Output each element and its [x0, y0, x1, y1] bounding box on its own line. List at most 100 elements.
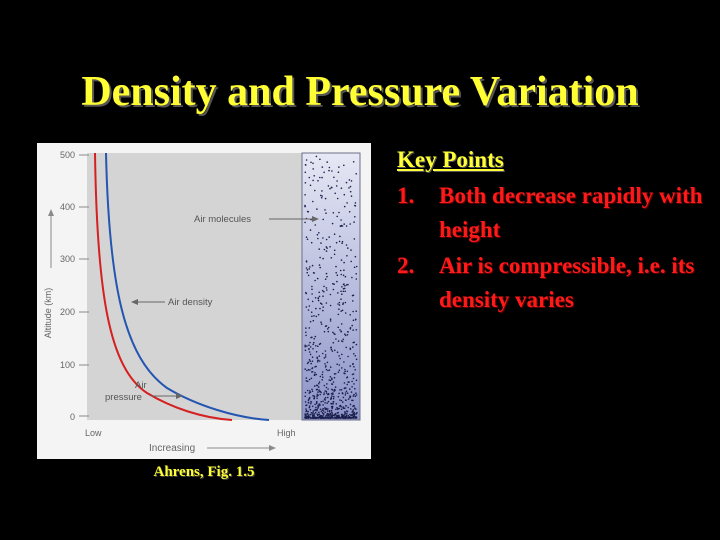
- molecule-dot: [334, 349, 336, 352]
- molecule-dot: [308, 305, 311, 307]
- molecule-dot: [341, 242, 343, 245]
- molecule-dot: [343, 414, 346, 416]
- molecule-dot: [344, 392, 347, 394]
- molecule-dot: [335, 417, 337, 419]
- molecule-dot: [342, 274, 345, 277]
- molecule-dot: [311, 388, 313, 391]
- molecule-dot: [330, 398, 332, 400]
- molecule-dot: [313, 175, 316, 177]
- molecule-dot: [309, 390, 311, 392]
- molecule-dot: [350, 195, 353, 197]
- y-tick-0: 0: [70, 412, 75, 422]
- molecule-dot: [304, 164, 307, 166]
- molecule-dot: [338, 166, 340, 168]
- molecule-dot: [349, 314, 352, 316]
- molecule-dot: [355, 416, 358, 419]
- molecule-dot: [336, 415, 338, 417]
- molecule-dot: [334, 386, 337, 388]
- molecule-dot: [314, 189, 316, 192]
- molecule-dot: [304, 395, 307, 398]
- molecule-dot: [326, 247, 328, 249]
- y-tick-400: 400: [60, 202, 75, 212]
- molecule-dot: [344, 368, 346, 371]
- molecule-dot: [311, 405, 314, 408]
- molecule-dot: [353, 366, 355, 368]
- altitude-figure: 500 400 300 200 100 0 Altitude (km) Low …: [37, 143, 371, 459]
- molecule-dot: [315, 351, 318, 353]
- molecule-dot: [340, 310, 343, 312]
- molecule-dot: [320, 410, 323, 413]
- key-point-2: 2. Air is compressible, i.e. its density…: [397, 249, 715, 317]
- molecule-dot: [353, 383, 355, 385]
- molecule-dot: [310, 336, 312, 339]
- molecule-dot: [350, 180, 353, 182]
- molecule-dot: [308, 268, 311, 270]
- molecule-dot: [304, 368, 307, 370]
- molecule-dot: [315, 401, 318, 404]
- molecule-dot: [352, 300, 354, 302]
- molecule-dot: [309, 346, 312, 348]
- molecule-dot: [346, 255, 348, 257]
- molecule-dot: [309, 229, 312, 231]
- molecule-dot: [326, 410, 329, 412]
- molecule-dot: [322, 295, 324, 297]
- molecule-dot: [322, 352, 324, 355]
- molecule-dot: [350, 417, 353, 419]
- molecule-dot: [338, 240, 341, 243]
- molecule-dot: [352, 363, 354, 366]
- molecule-dot: [354, 319, 357, 321]
- molecule-dot: [340, 399, 343, 402]
- molecule-dot: [343, 387, 346, 389]
- molecule-dot: [305, 334, 307, 337]
- molecule-dot: [332, 288, 335, 291]
- molecule-dot: [347, 398, 350, 400]
- molecule-dot: [305, 409, 308, 412]
- molecule-dot: [347, 331, 349, 333]
- molecule-dot: [308, 327, 311, 329]
- molecule-dot: [325, 246, 328, 248]
- molecule-dot: [340, 323, 343, 325]
- molecule-dot: [313, 385, 316, 387]
- molecule-dot: [337, 411, 340, 414]
- molecule-dot: [318, 232, 320, 234]
- molecule-dot: [355, 265, 358, 268]
- molecule-dot: [310, 161, 312, 164]
- molecule-dot: [314, 224, 317, 226]
- molecule-dot: [337, 171, 340, 173]
- molecule-dot: [329, 318, 332, 320]
- molecule-dot: [355, 173, 358, 175]
- molecule-dot: [332, 403, 334, 405]
- molecule-dot: [324, 278, 327, 280]
- molecule-dot: [325, 417, 327, 419]
- molecule-dot: [317, 297, 320, 299]
- molecule-dot: [326, 328, 329, 330]
- molecule-dot: [344, 394, 347, 396]
- molecule-dot: [328, 369, 331, 371]
- molecule-dot: [304, 345, 307, 348]
- molecule-dot: [341, 286, 343, 288]
- molecule-dot: [332, 212, 335, 214]
- molecule-dot: [352, 294, 355, 297]
- molecule-dot: [355, 358, 358, 361]
- molecule-dot: [332, 397, 335, 400]
- molecule-dot: [327, 396, 329, 399]
- molecule-dot: [335, 271, 338, 274]
- molecule-dot: [313, 315, 315, 317]
- molecule-dot: [328, 166, 331, 169]
- molecule-dot: [353, 353, 355, 355]
- molecule-dot: [340, 219, 342, 221]
- molecule-dot: [350, 408, 352, 410]
- molecule-dot: [318, 291, 321, 294]
- molecule-dot: [336, 197, 339, 200]
- molecule-dot: [327, 408, 329, 410]
- molecule-dot: [319, 266, 322, 269]
- molecule-dot: [332, 401, 335, 403]
- molecule-dot: [322, 218, 325, 221]
- molecule-dot: [315, 345, 317, 347]
- molecule-dot: [322, 376, 324, 378]
- molecule-dot: [314, 403, 316, 406]
- molecule-dot: [354, 216, 356, 218]
- molecule-dot: [346, 334, 349, 336]
- molecule-dot: [330, 257, 333, 259]
- molecule-dot: [321, 190, 323, 192]
